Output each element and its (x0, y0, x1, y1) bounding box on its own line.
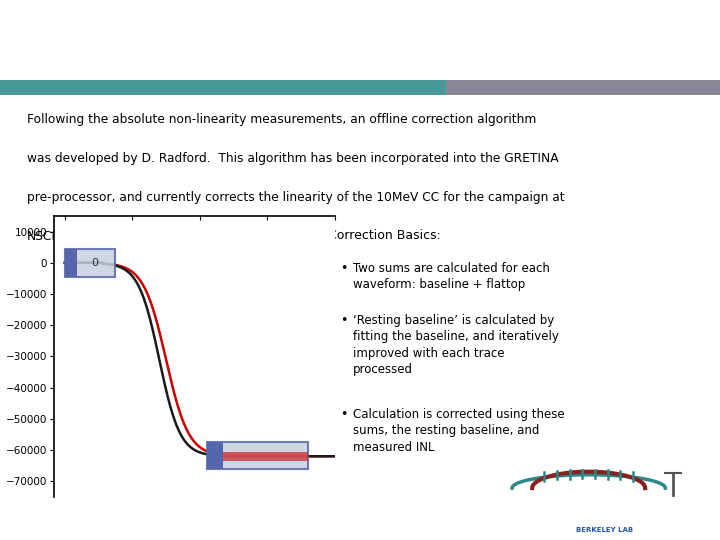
Text: NSCL.: NSCL. (27, 230, 63, 244)
Bar (207, 442, 222, 469)
Text: Calculation is corrected using these
sums, the resting baseline, and
measured IN: Calculation is corrected using these sum… (353, 408, 564, 454)
Text: NON-LINEARITY SOFTWARE CORRECTION: NON-LINEARITY SOFTWARE CORRECTION (13, 19, 618, 45)
Text: was developed by D. Radford.  This algorithm has been incorporated into the GRET: was developed by D. Radford. This algori… (27, 152, 558, 165)
Text: •: • (341, 314, 348, 327)
Text: 0: 0 (91, 258, 98, 268)
Bar (446, 80, 720, 95)
Text: BERKELEY LAB: BERKELEY LAB (576, 527, 634, 534)
Bar (65, 249, 114, 277)
Text: •: • (341, 262, 348, 275)
Text: Two sums are calculated for each
waveform: baseline + flattop: Two sums are calculated for each wavefor… (353, 262, 549, 292)
Text: Correction Basics:: Correction Basics: (328, 228, 441, 241)
Bar (0, 80, 446, 95)
Text: Following the absolute non-linearity measurements, an offline correction algorit: Following the absolute non-linearity mea… (27, 113, 536, 126)
Bar (207, 442, 308, 469)
Text: ‘Resting baseline’ is calculated by
fitting the baseline, and iteratively
improv: ‘Resting baseline’ is calculated by fitt… (353, 314, 559, 376)
Text: •: • (341, 408, 348, 421)
Text: 21: 21 (690, 15, 709, 29)
Bar (222, 451, 308, 461)
Bar (65, 249, 77, 277)
Text: pre-processor, and currently corrects the linearity of the 10MeV CC for the camp: pre-processor, and currently corrects th… (27, 191, 564, 204)
